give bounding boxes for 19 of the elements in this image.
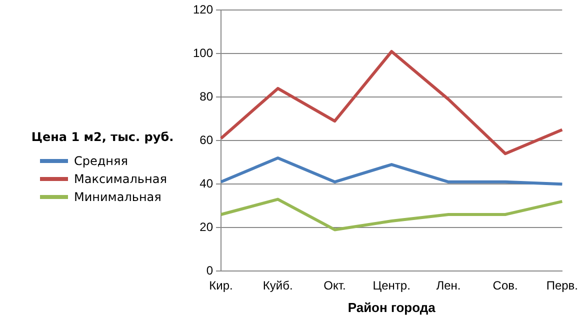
- x-tick-label: Окт.: [324, 278, 346, 293]
- x-tick-label: Центр.: [372, 278, 410, 293]
- y-tick-label: 80: [200, 89, 214, 104]
- x-axis-title: Район города: [348, 300, 436, 315]
- y-tick-label: 40: [200, 176, 214, 190]
- x-tick-label: Перв.: [546, 278, 578, 293]
- y-tick-label: 100: [192, 46, 214, 60]
- y-tick-label: 0: [206, 263, 214, 278]
- x-tick-label: Куйб.: [262, 278, 293, 293]
- x-tick-label: Лен.: [436, 278, 461, 293]
- y-tick-label: 120: [192, 2, 214, 17]
- x-tick-label: Сов.: [492, 278, 518, 293]
- x-tick-label: Кир.: [209, 278, 233, 293]
- y-tick-label: 20: [200, 220, 214, 234]
- legend-label: Средняя: [74, 154, 128, 168]
- y-axis-title: Цена 1 м2, тыс. руб.: [31, 130, 174, 144]
- y-tick-label: 60: [200, 132, 214, 147]
- legend-label: Минимальная: [74, 190, 162, 204]
- legend-label: Максимальная: [74, 172, 167, 186]
